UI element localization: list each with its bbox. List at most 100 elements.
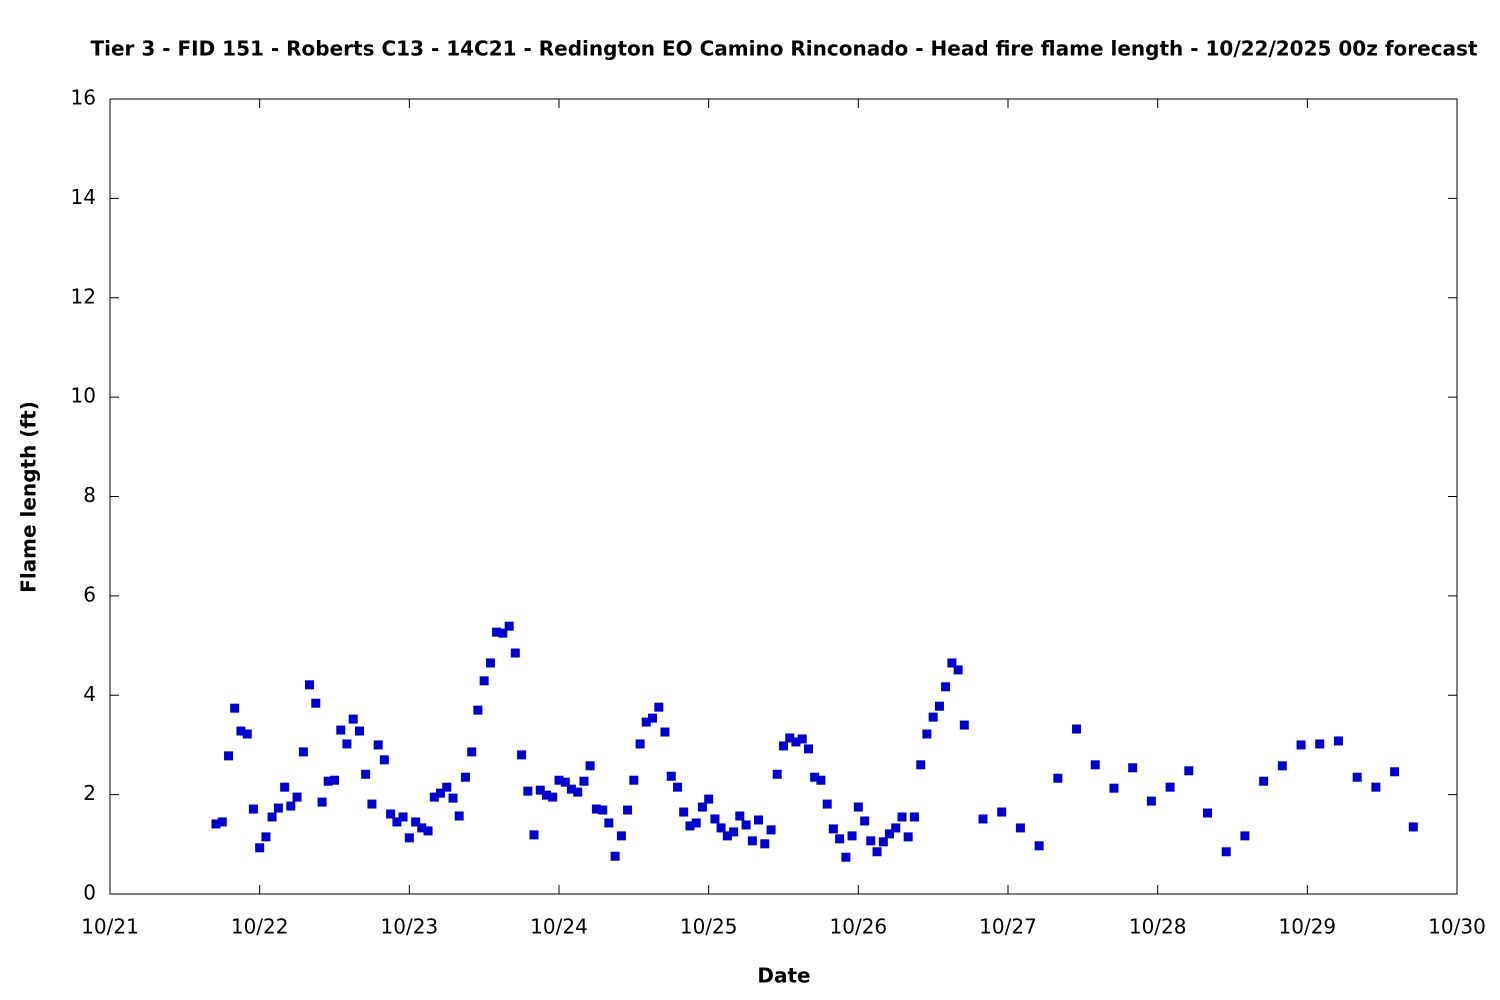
point xyxy=(835,834,845,844)
point xyxy=(361,769,371,779)
point xyxy=(236,726,246,736)
point xyxy=(485,658,495,668)
point xyxy=(467,747,477,757)
x-tick-label: 10/21 xyxy=(81,915,139,939)
point xyxy=(928,712,938,722)
point xyxy=(242,729,252,739)
point xyxy=(610,851,620,861)
point xyxy=(1034,841,1044,851)
point xyxy=(729,827,739,837)
point xyxy=(1146,796,1156,806)
point xyxy=(766,825,776,835)
point xyxy=(330,775,339,785)
point xyxy=(648,713,658,723)
point xyxy=(286,801,296,811)
point xyxy=(298,747,308,757)
point xyxy=(460,772,470,782)
point xyxy=(311,698,321,708)
point xyxy=(772,769,782,779)
point xyxy=(529,830,539,840)
chart-title: Tier 3 - FID 151 - Roberts C13 - 14C21 -… xyxy=(90,37,1477,61)
point xyxy=(916,760,926,770)
point xyxy=(1015,823,1025,833)
x-tick-label: 10/27 xyxy=(979,915,1037,939)
point xyxy=(841,852,851,862)
y-tick-label: 0 xyxy=(83,881,96,905)
point xyxy=(535,785,545,795)
x-tick-label: 10/23 xyxy=(381,915,439,939)
point xyxy=(716,823,726,833)
x-tick-label: 10/24 xyxy=(530,915,588,939)
point xyxy=(685,821,695,831)
point xyxy=(1390,767,1400,777)
point xyxy=(579,776,589,786)
point xyxy=(305,680,315,690)
point xyxy=(504,621,514,631)
point xyxy=(735,811,745,821)
x-tick-label: 10/22 xyxy=(231,915,289,939)
x-tick-label: 10/26 xyxy=(830,915,888,939)
y-tick-label: 12 xyxy=(71,284,96,308)
y-tick-label: 6 xyxy=(83,582,96,606)
point xyxy=(797,734,807,744)
point xyxy=(442,782,452,792)
plot-frame xyxy=(109,98,1458,895)
point xyxy=(747,836,757,846)
point xyxy=(623,805,633,815)
point xyxy=(1165,782,1175,792)
point xyxy=(348,714,358,724)
point xyxy=(1053,773,1063,783)
point xyxy=(373,740,383,750)
point xyxy=(629,775,639,785)
point xyxy=(909,812,919,822)
point xyxy=(1277,761,1287,771)
point xyxy=(423,826,433,836)
point xyxy=(1408,822,1418,832)
point xyxy=(1315,739,1325,749)
y-tick-label: 4 xyxy=(83,682,96,706)
point xyxy=(454,811,464,821)
point xyxy=(760,839,770,849)
point xyxy=(860,816,870,826)
point xyxy=(741,820,751,830)
point xyxy=(903,832,913,842)
point xyxy=(1221,847,1231,857)
x-tick-label: 10/29 xyxy=(1279,915,1337,939)
point xyxy=(959,720,969,730)
point xyxy=(1109,783,1119,793)
point xyxy=(292,792,302,802)
point xyxy=(267,812,277,822)
point xyxy=(230,703,240,713)
point xyxy=(828,824,838,834)
point xyxy=(510,648,520,658)
point xyxy=(1072,724,1082,734)
point xyxy=(1203,808,1213,818)
x-axis-label: Date xyxy=(757,964,810,988)
point xyxy=(211,819,221,829)
point xyxy=(386,809,396,819)
point xyxy=(847,831,857,841)
point xyxy=(1240,831,1250,841)
x-tick-label: 10/28 xyxy=(1129,915,1187,939)
point xyxy=(891,823,901,833)
point xyxy=(691,818,701,828)
point xyxy=(878,837,888,847)
y-tick-label: 16 xyxy=(71,86,96,110)
point xyxy=(810,772,820,782)
point xyxy=(953,665,963,675)
point xyxy=(217,817,227,827)
y-tick-label: 10 xyxy=(71,384,96,408)
point xyxy=(585,761,595,771)
point xyxy=(342,739,352,749)
point xyxy=(417,823,427,833)
point xyxy=(947,658,957,668)
point xyxy=(660,727,670,737)
point xyxy=(872,847,882,857)
point xyxy=(261,832,271,842)
point xyxy=(498,628,508,638)
point xyxy=(598,805,608,815)
point xyxy=(934,701,944,711)
point xyxy=(392,817,402,827)
point xyxy=(710,814,720,824)
